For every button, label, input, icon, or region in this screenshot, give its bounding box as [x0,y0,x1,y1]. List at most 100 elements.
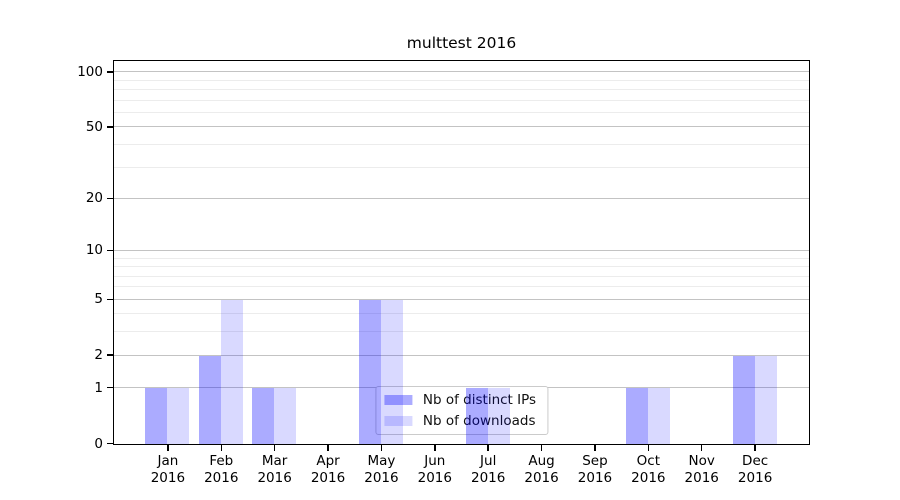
gridline-major [114,71,809,73]
x-tick-month: Jul [480,453,497,469]
y-tick-label: 0 [94,435,103,452]
x-tick-mark [754,445,756,451]
y-tick-mark [107,354,113,356]
legend: Nb of distinct IPs Nb of downloads [374,386,549,435]
y-tick-mark [107,249,113,252]
y-tick-label: 20 [85,190,103,207]
x-tick-mark [647,445,650,451]
x-tick-label: Sep 2016 [555,453,635,486]
x-tick-year: 2016 [737,469,773,486]
y-tick-mark [107,442,113,445]
x-tick-month: Oct [636,453,661,469]
y-tick-mark [107,126,113,128]
gridline-minor [114,313,809,315]
x-tick-year: 2016 [524,469,559,486]
bar-downloads [274,388,297,444]
legend-swatch-downloads [383,416,412,426]
x-tick-label: Apr 2016 [288,453,368,486]
bar-downloads [220,299,243,444]
y-tick-mark [107,298,113,300]
gridline-minor [114,144,809,146]
x-tick-month: Jan [157,453,179,469]
x-tick-mark [220,445,223,451]
gridline-minor [114,275,809,277]
x-tick-month: Apr [316,453,340,469]
gridline-major [114,197,809,199]
y-tick-label: 10 [85,242,103,259]
gridline-minor [114,286,809,288]
chart-title: multtest 2016 [406,34,517,52]
x-tick-month: Sep [582,453,608,469]
legend-label-distinct-ips: Nb of distinct IPs [422,392,537,408]
x-tick-month: Aug [528,453,555,469]
x-tick-label: Oct 2016 [608,453,688,486]
gridline-minor [114,266,809,268]
x-tick-month: May [367,453,396,469]
bar-distinct-ips [198,355,221,444]
y-tick-mark [107,386,113,389]
x-tick-label: Jun 2016 [395,453,475,486]
legend-item-distinct-ips: Nb of distinct IPs [383,392,537,408]
x-tick-label: May 2016 [341,453,421,486]
bar-distinct-ips [358,299,381,444]
x-tick-mark [434,445,436,451]
x-tick-year: 2016 [417,469,452,486]
x-tick-label: Aug 2016 [502,453,582,486]
legend-label-downloads: Nb of downloads [422,413,536,429]
gridline-minor [114,112,809,114]
y-tick-label: 5 [94,291,103,308]
y-tick-label: 1 [94,379,103,396]
x-tick-year: 2016 [684,469,719,486]
bar-distinct-ips [145,388,168,444]
bar-downloads [647,388,670,444]
x-tick-label: Dec 2016 [715,453,795,486]
gridline-minor [114,166,809,168]
x-tick-label: Mar 2016 [235,453,315,486]
x-tick-month: Jun [424,453,446,469]
bar-downloads [167,388,190,444]
x-tick-label: Jan 2016 [128,453,208,486]
x-tick-month: Feb [209,453,234,469]
x-tick-month: Mar [261,453,288,469]
legend-item-downloads: Nb of downloads [383,413,536,429]
x-tick-mark [487,445,489,451]
x-tick-mark [327,445,329,451]
bar-downloads [754,355,777,444]
y-tick-label: 100 [77,63,103,80]
bar-distinct-ips [625,388,648,444]
x-tick-year: 2016 [257,469,292,486]
y-tick-mark [107,71,113,73]
bar-downloads [380,299,403,444]
bar-downloads [487,388,510,444]
y-tick-mark [107,197,113,200]
x-tick-label: Jul 2016 [448,453,528,486]
x-tick-year: 2016 [471,469,506,486]
x-tick-label: Nov 2016 [662,453,742,486]
bar-distinct-ips [465,388,488,444]
x-tick-year: 2016 [150,469,186,486]
bar-distinct-ips [732,355,755,444]
x-tick-month: Nov [688,453,715,469]
y-tick-label: 2 [94,347,103,364]
gridline-major [114,249,809,251]
gridline-minor [114,99,809,101]
x-tick-year: 2016 [364,469,399,486]
x-tick-mark [594,445,596,451]
x-tick-mark [700,445,703,451]
x-tick-mark [167,445,169,451]
gridline-major [114,126,809,128]
legend-swatch-distinct-ips [383,395,412,405]
x-tick-mark [540,445,543,451]
x-tick-month: Dec [742,453,769,469]
y-tick-label: 50 [85,118,103,135]
x-tick-mark [273,445,276,451]
gridline-minor [114,89,809,91]
x-tick-mark [380,445,383,451]
x-tick-year: 2016 [631,469,666,486]
x-tick-year: 2016 [577,469,613,486]
gridline-minor [114,79,809,81]
plot-area: Nb of distinct IPs Nb of downloads [113,60,810,445]
bar-distinct-ips [252,388,275,444]
gridline-minor [114,257,809,259]
